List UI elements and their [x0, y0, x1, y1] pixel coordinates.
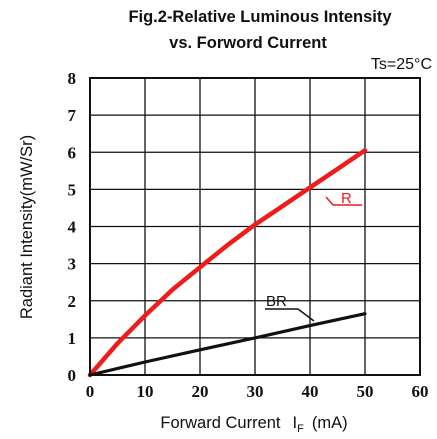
y-tick-label: 7 — [68, 106, 77, 125]
y-tick-label: 5 — [68, 180, 77, 199]
x-axis-label-main: Forward Current — [160, 414, 281, 432]
y-tick-label: 6 — [68, 143, 77, 162]
x-axis-label-subscript: F — [297, 423, 304, 435]
series-label-r-leader — [325, 196, 334, 206]
y-tick-label: 8 — [68, 69, 77, 88]
series-line-br — [88, 312, 367, 377]
x-tick-labels: 0 10 20 30 40 50 60 — [86, 382, 429, 401]
y-tick-label: 2 — [68, 292, 77, 311]
x-tick-label: 10 — [137, 382, 154, 401]
chart-title-line-1: Fig.2-Relative Luminous Intensity — [128, 8, 392, 26]
series-label-br: BR — [266, 293, 287, 310]
x-tick-label: 60 — [412, 382, 429, 401]
y-axis-label: Radiant Intensity(mW/Sr) — [18, 135, 36, 319]
plot-frame — [89, 77, 421, 376]
series-label-br-leader — [297, 308, 315, 322]
x-tick-label: 50 — [357, 382, 374, 401]
x-tick-label: 30 — [247, 382, 264, 401]
series-line-r — [87, 148, 368, 378]
y-tick-label: 1 — [68, 329, 77, 348]
x-tick-label: 20 — [192, 382, 209, 401]
x-tick-label: 40 — [302, 382, 319, 401]
y-tick-label: 4 — [68, 218, 77, 237]
x-axis-label-unit: (mA) — [312, 414, 348, 432]
series-label-r: R — [341, 190, 352, 207]
y-tick-label: 0 — [68, 366, 77, 385]
y-tick-labels: 0 1 2 3 4 5 6 7 8 — [68, 69, 77, 385]
y-tick-label: 3 — [68, 255, 77, 274]
x-axis-label: Forward Current IF (mA) — [160, 414, 347, 435]
condition-label: Ts=25°C — [371, 56, 432, 73]
x-tick-label: 0 — [86, 382, 95, 401]
series-lines — [87, 148, 368, 378]
chart-title-line-2: vs. Forword Current — [169, 34, 327, 52]
x-axis-label-symbol: I — [293, 414, 298, 432]
